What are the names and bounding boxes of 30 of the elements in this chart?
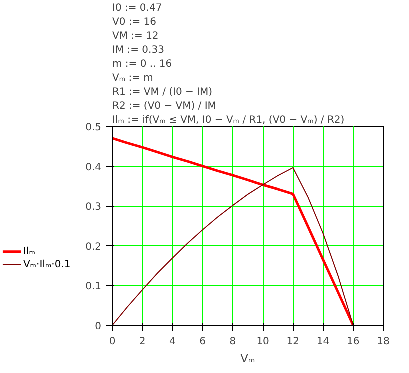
text: R1 := VM / (I0 − IM): [112, 87, 213, 98]
text: V0 := 16: [112, 17, 157, 28]
x-tick-label: 2: [139, 336, 146, 348]
x-tick-label: 18: [377, 336, 390, 348]
text: VM := 12: [112, 31, 159, 42]
x-tick-label: 0: [109, 336, 116, 348]
text: IM := 0.33: [112, 45, 164, 56]
x-tick-label: 14: [316, 336, 330, 348]
y-tick-label: 0: [95, 322, 102, 332]
text: m := 0 .. 16: [112, 59, 172, 70]
legend-label: Ilₘ: [23, 246, 36, 258]
text: Ilₘ := if(Vₘ ≤ VM, I0 − Vₘ / R1, (V0 − Vₘ) / R2): [112, 115, 345, 126]
line-series: [112, 137, 355, 326]
x-tick-label: 4: [170, 336, 176, 348]
line-series: [112, 167, 354, 326]
y-tick-label: 0.5: [86, 122, 102, 134]
text: I0 := 0.47: [112, 3, 162, 14]
x-tick-label: 8: [230, 336, 236, 348]
text: R2 := (V0 − VM) / IM: [112, 101, 216, 112]
x-tick-label: 10: [256, 336, 270, 348]
y-tick-label: 0.4: [86, 162, 102, 174]
x-tick-label: 16: [347, 336, 360, 348]
text: Vₘ := m: [112, 73, 154, 84]
y-tick-label: 0.1: [86, 282, 102, 293]
x-axis-title: Vₘ: [240, 352, 256, 366]
y-tick-label: 0.2: [86, 242, 102, 253]
y-tick-label: 0.3: [86, 202, 102, 214]
x-tick-label: 12: [286, 336, 300, 348]
legend-label: Vₘ·Ilₘ·0.1: [23, 259, 71, 270]
x-tick-label: 6: [200, 336, 206, 348]
